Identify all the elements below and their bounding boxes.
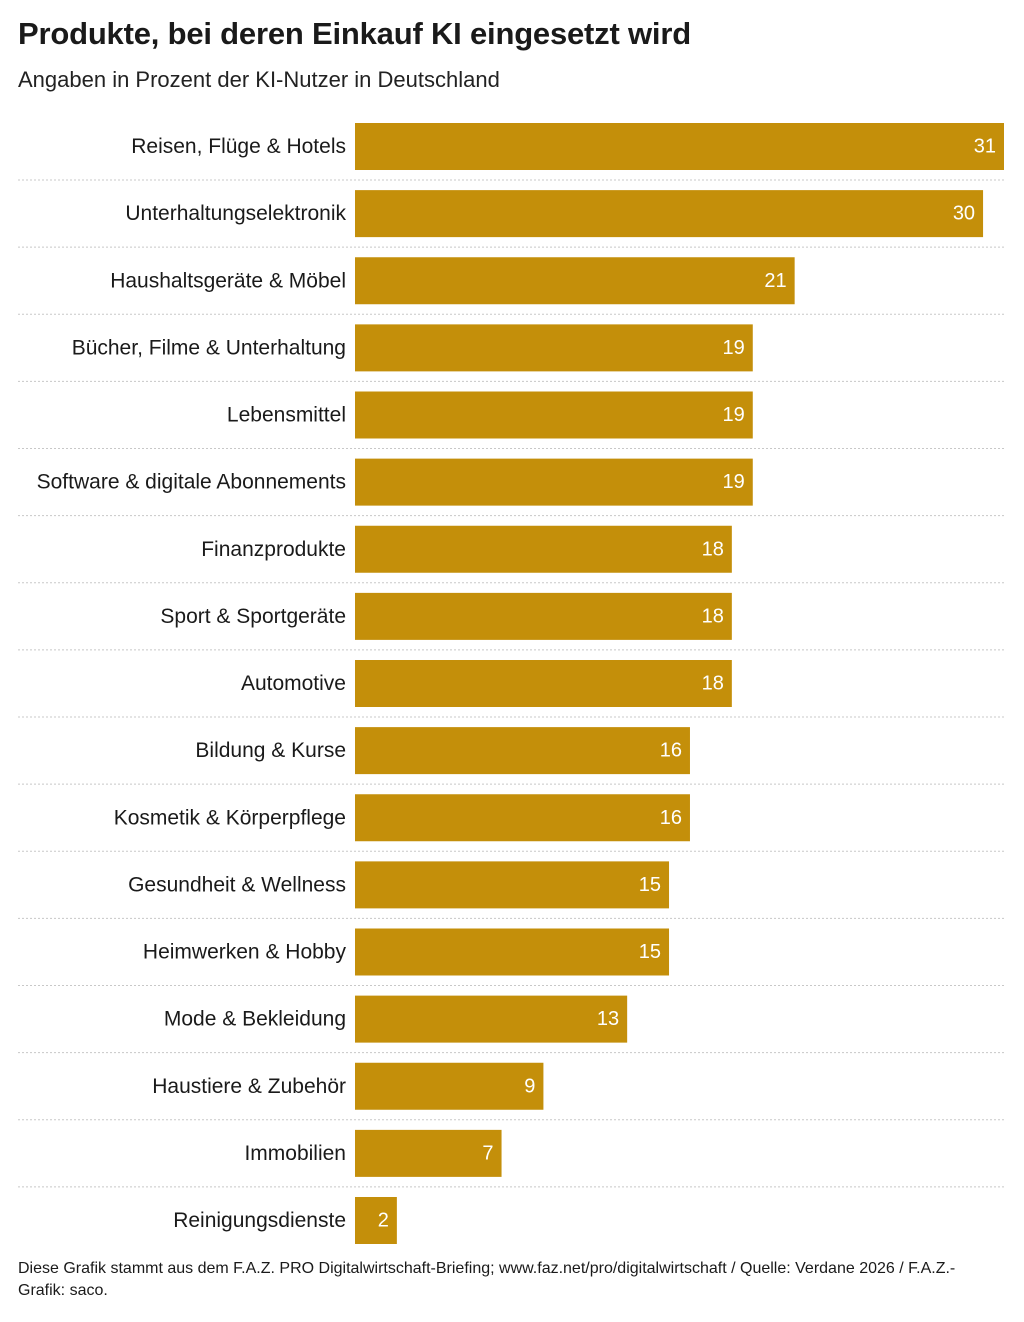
- bar-reisen-fluege-hotels: [355, 123, 1004, 170]
- bar-heimwerken-hobby: [355, 928, 670, 976]
- bar-haushaltsgeraete-moebel: [355, 257, 795, 305]
- value-label-lebensmittel: 19: [723, 404, 745, 426]
- category-label-bildung-kurse: Bildung & Kurse: [195, 739, 346, 762]
- category-label-buecher-filme-unterhaltung: Bücher, Filme & Unterhaltung: [72, 336, 346, 359]
- value-label-sport-sportgeraete: 18: [702, 605, 724, 627]
- value-label-kosmetik-koerperpflege: 16: [660, 807, 682, 829]
- bar-chart: Reisen, Flüge & Hotels 31 Unterhaltungsele…: [18, 123, 1004, 1244]
- value-label-gesundheit-wellness: 15: [639, 874, 661, 896]
- bar-immobilien: [355, 1129, 502, 1177]
- category-label-haushaltsgeraete-moebel: Haushaltsgeräte & Möbel: [110, 269, 346, 292]
- category-label-finanzprodukte: Finanzprodukte: [201, 538, 346, 561]
- bar-gesundheit-wellness: [355, 861, 670, 909]
- value-label-immobilien: 7: [482, 1142, 493, 1164]
- bar-finanzprodukte: [355, 525, 732, 573]
- value-label-reisen-fluege-hotels: 31: [974, 136, 996, 158]
- value-label-heimwerken-hobby: 15: [639, 941, 661, 963]
- source-footer: Diese Grafik stammt aus dem F.A.Z. PRO D…: [18, 1260, 956, 1299]
- category-label-reisen-fluege-hotels: Reisen, Flüge & Hotels: [131, 135, 346, 158]
- value-label-bildung-kurse: 16: [660, 740, 682, 762]
- category-label-lebensmittel: Lebensmittel: [227, 404, 346, 427]
- category-label-heimwerken-hobby: Heimwerken & Hobby: [143, 941, 347, 964]
- bar-unterhaltungselektronik: [355, 190, 984, 238]
- category-label-software-digitale-abonnements: Software & digitale Abonnements: [37, 471, 346, 494]
- category-label-unterhaltungselektronik: Unterhaltungselektronik: [125, 202, 346, 225]
- chart-subtitle: Angaben in Prozent der KI-Nutzer in Deut…: [18, 67, 500, 92]
- bar-automotive: [355, 660, 732, 707]
- value-label-automotive: 18: [702, 673, 724, 695]
- value-label-haustiere-zubehoer: 9: [524, 1075, 535, 1097]
- chart-title: Produkte, bei deren Einkauf KI eingesetz…: [18, 16, 691, 51]
- value-label-finanzprodukte: 18: [702, 538, 724, 560]
- category-label-automotive: Automotive: [241, 672, 346, 695]
- bar-reinigungsdienste: [355, 1197, 397, 1244]
- category-label-haustiere-zubehoer: Haustiere & Zubehör: [152, 1075, 346, 1098]
- bar-buecher-filme-unterhaltung: [355, 324, 753, 372]
- value-label-mode-bekleidung: 13: [597, 1008, 619, 1030]
- bar-mode-bekleidung: [355, 995, 628, 1043]
- value-label-unterhaltungselektronik: 30: [953, 203, 975, 225]
- category-label-reinigungsdienste: Reinigungsdienste: [173, 1209, 346, 1232]
- bar-lebensmittel: [355, 391, 753, 439]
- bar-bildung-kurse: [355, 727, 690, 775]
- category-label-gesundheit-wellness: Gesundheit & Wellness: [128, 873, 346, 896]
- category-label-mode-bekleidung: Mode & Bekleidung: [164, 1008, 346, 1031]
- bar-haustiere-zubehoer: [355, 1062, 544, 1110]
- value-label-software-digitale-abonnements: 19: [723, 471, 745, 493]
- bar-kosmetik-koerperpflege: [355, 794, 690, 842]
- value-label-reinigungsdienste: 2: [378, 1210, 389, 1232]
- bar-software-digitale-abonnements: [355, 458, 753, 506]
- category-label-sport-sportgeraete: Sport & Sportgeräte: [160, 605, 346, 628]
- bar-sport-sportgeraete: [355, 592, 732, 640]
- value-label-haushaltsgeraete-moebel: 21: [764, 270, 786, 292]
- value-label-buecher-filme-unterhaltung: 19: [723, 337, 745, 359]
- category-label-kosmetik-koerperpflege: Kosmetik & Körperpflege: [114, 806, 346, 829]
- category-label-immobilien: Immobilien: [244, 1142, 346, 1165]
